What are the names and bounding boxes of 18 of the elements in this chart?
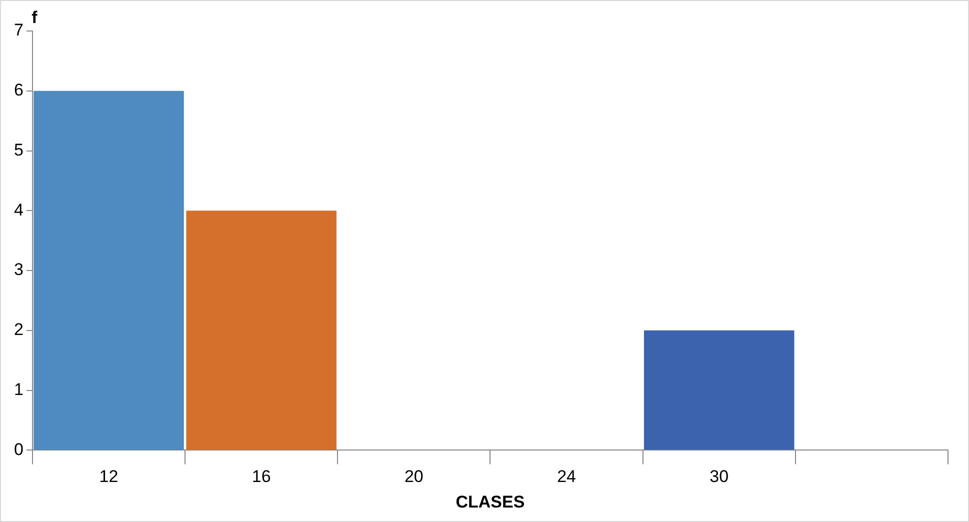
y-tick-label: 5 bbox=[14, 140, 24, 160]
x-tick-label: 16 bbox=[252, 467, 271, 486]
x-tick-label: 12 bbox=[99, 467, 118, 486]
bar bbox=[186, 210, 336, 450]
y-tick-label: 1 bbox=[14, 380, 24, 399]
bar bbox=[34, 90, 184, 450]
y-tick-label: 6 bbox=[14, 80, 24, 100]
x-tick-label: 24 bbox=[557, 467, 576, 486]
x-tick-label: 30 bbox=[710, 467, 729, 486]
y-tick-label: 3 bbox=[14, 260, 24, 280]
y-tick-label: 2 bbox=[14, 320, 24, 340]
bar bbox=[644, 330, 794, 450]
y-tick-label: 7 bbox=[14, 20, 24, 40]
y-axis-title: f bbox=[32, 8, 38, 28]
y-tick-label: 4 bbox=[14, 200, 24, 220]
x-tick-label: 20 bbox=[404, 467, 424, 486]
y-tick-label: 0 bbox=[14, 440, 24, 459]
x-axis-title: CLASES bbox=[456, 492, 525, 512]
